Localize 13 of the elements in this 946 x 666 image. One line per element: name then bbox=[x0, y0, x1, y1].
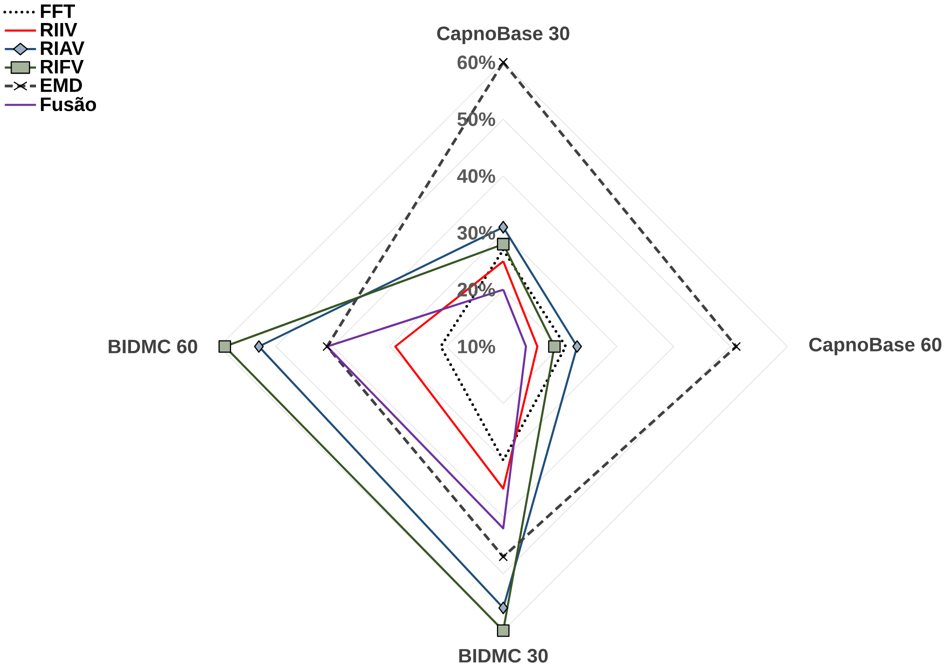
legend-label: EMD bbox=[40, 78, 82, 92]
spoke-label: CapnoBase 30 bbox=[437, 26, 570, 44]
y-tick-label: 40% bbox=[457, 168, 496, 183]
legend-label: RIIV bbox=[40, 22, 78, 36]
y-tick-label: 60% bbox=[458, 55, 496, 70]
legend-label: Fusão bbox=[40, 96, 96, 111]
y-tick-label: 10% bbox=[458, 339, 496, 354]
spoke-label: BIDMC 60 bbox=[108, 339, 198, 354]
legend-label: RIFV bbox=[40, 60, 84, 74]
legend-label: RIAV bbox=[40, 41, 84, 55]
spoke-label: BIDMC 30 bbox=[459, 648, 548, 662]
spoke-label: CapnoBase 60 bbox=[809, 337, 942, 356]
legend-label: FFT bbox=[40, 4, 75, 18]
